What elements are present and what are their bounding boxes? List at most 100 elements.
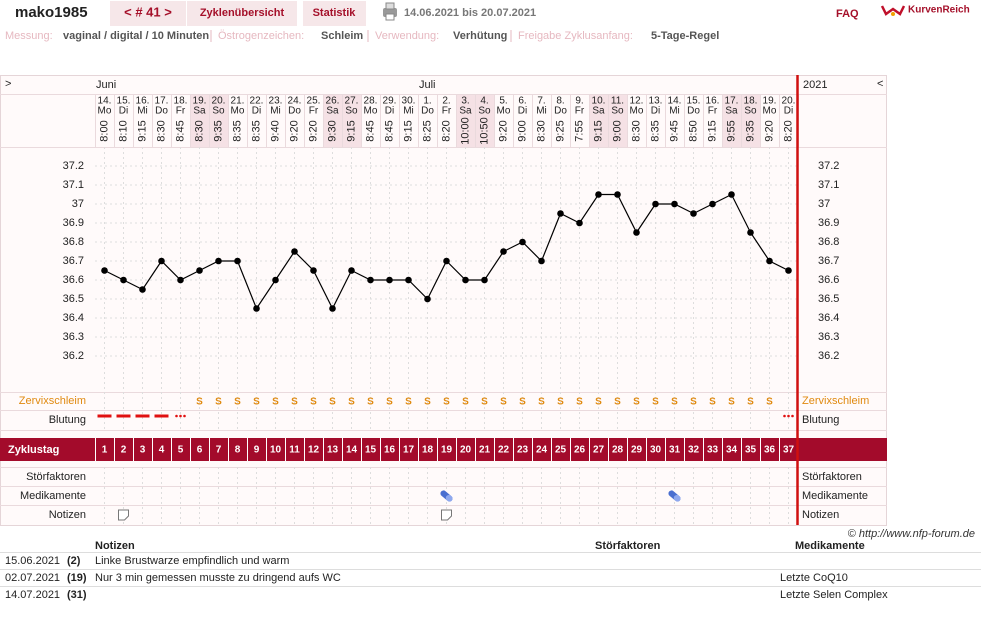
weekday: Di <box>385 106 394 117</box>
row-label-right: Störfaktoren <box>802 471 862 483</box>
weekday: Di <box>651 106 660 117</box>
weekday: Mi <box>403 106 414 117</box>
date: 12. <box>630 96 644 107</box>
temperature-point <box>557 210 564 217</box>
temperature-point <box>671 200 678 208</box>
cervix-mark: S <box>747 397 754 408</box>
date: 17. <box>155 96 169 107</box>
dot <box>183 414 186 418</box>
time: 9:45 <box>668 120 680 141</box>
temperature-point <box>177 276 184 284</box>
dot <box>175 414 178 418</box>
weekday: Mi <box>137 106 148 117</box>
cycle-nav[interactable]: < # 41 > <box>124 4 172 19</box>
cycle-day: 4 <box>159 445 165 456</box>
date: 14. <box>98 96 112 107</box>
logo[interactable]: KurvenReich <box>908 5 970 16</box>
weekday: Sa <box>326 106 339 117</box>
date: 26. <box>326 96 340 107</box>
cervix-mark: S <box>329 397 336 408</box>
date: 20. <box>212 96 226 107</box>
table-header: Medikamente <box>795 540 865 552</box>
weekday: So <box>744 106 757 117</box>
date: 1. <box>423 96 431 107</box>
cycle-day: 20 <box>460 445 472 456</box>
tab[interactable]: Zyklenübersicht <box>200 7 285 19</box>
weekday: Di <box>119 106 128 117</box>
cervix-mark: S <box>728 397 735 408</box>
temperature-point <box>538 257 545 265</box>
faq-link[interactable]: FAQ <box>836 8 859 20</box>
date: 29. <box>383 96 397 107</box>
date: 21. <box>231 96 245 107</box>
date: 10. <box>592 96 606 107</box>
print-icon[interactable] <box>383 2 397 21</box>
cycle-day: 37 <box>783 445 795 456</box>
weekday: Fr <box>442 106 452 117</box>
cycle-day: 12 <box>308 445 320 456</box>
cycle-day: 35 <box>745 445 757 456</box>
time: 8:50 <box>687 120 699 141</box>
nav-left[interactable]: > <box>5 78 11 90</box>
time: 9:20 <box>497 120 509 141</box>
note-text: Linke Brustwarze empfindlich und warm <box>95 555 289 567</box>
note-icon <box>118 509 129 521</box>
date: 15. <box>687 96 701 107</box>
cervix-mark: S <box>196 397 203 408</box>
weekday: Mo <box>630 106 644 117</box>
tab[interactable]: Statistik <box>313 7 357 19</box>
temperature-point <box>785 267 792 274</box>
temperature-point <box>633 229 640 236</box>
logo-icon <box>880 5 906 16</box>
time: 9:55 <box>725 120 737 141</box>
time: 9:15 <box>706 120 718 141</box>
cycle-day: 31 <box>669 445 681 456</box>
time: 9:15 <box>345 120 357 141</box>
y-tick-label-right: 36.2 <box>818 350 839 362</box>
weekday: Fr <box>575 106 585 117</box>
y-tick-label: 36.7 <box>63 255 84 267</box>
date: 9. <box>575 96 583 107</box>
date: 27. <box>345 96 359 107</box>
user-name: mako1985 <box>15 4 88 21</box>
temperature-point <box>443 257 450 265</box>
dot <box>783 414 786 418</box>
weekday: Fr <box>176 106 186 117</box>
cycle-day: 16 <box>384 445 396 456</box>
cycle-day: 22 <box>498 445 510 456</box>
cervix-mark: S <box>595 397 602 408</box>
temperature-point <box>215 257 222 265</box>
month-label: Juni <box>96 79 116 91</box>
tab-bg <box>303 1 366 26</box>
medication-icon <box>440 490 453 502</box>
time: 9:00 <box>516 120 528 141</box>
cervix-mark: S <box>766 397 773 408</box>
time: 9:00 <box>611 120 623 141</box>
temperature-point <box>481 276 488 284</box>
weekday: Mi <box>536 106 547 117</box>
nav-right[interactable]: < <box>877 78 883 90</box>
time: 10:00 <box>459 117 471 145</box>
weekend-bg <box>190 94 209 147</box>
temperature-point <box>576 219 583 227</box>
date: 13. <box>649 96 663 107</box>
temperature-point <box>652 200 659 208</box>
temperature-point <box>101 267 108 274</box>
weekday: Fr <box>309 106 319 117</box>
temperature-point <box>329 305 336 312</box>
cervix-mark: S <box>652 397 659 408</box>
date: 15. <box>117 96 131 107</box>
weekend-bg <box>456 94 475 147</box>
weekend-bg <box>209 94 228 147</box>
note-day: (2) <box>67 555 81 567</box>
cycle-day: 8 <box>235 445 241 456</box>
cervix-mark: S <box>671 397 678 408</box>
cycle-day: 3 <box>140 445 146 456</box>
y-tick-label: 36.6 <box>63 274 84 286</box>
cervix-mark: S <box>576 397 583 408</box>
temperature-point <box>424 295 431 303</box>
weekend-bg <box>741 94 760 147</box>
weekday: Do <box>421 106 434 117</box>
cycle-day: 15 <box>365 445 377 456</box>
